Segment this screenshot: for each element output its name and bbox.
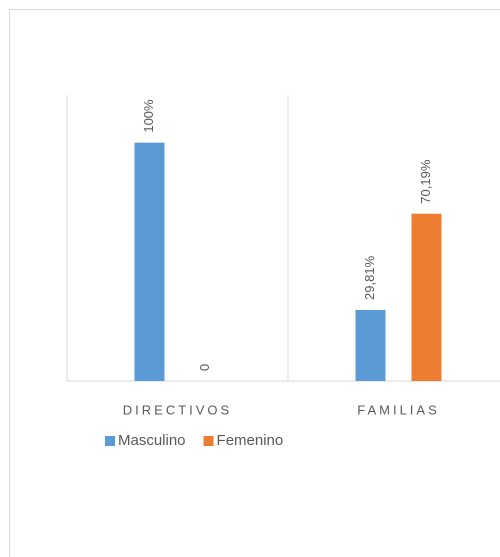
legend-swatch <box>203 436 214 446</box>
data-label: 29,81% <box>362 255 377 300</box>
x-tick-label: DIRECTIVOS <box>123 402 232 417</box>
bar <box>355 309 386 381</box>
bar <box>134 142 165 381</box>
legend-label: Femenino <box>217 432 284 449</box>
x-tick-label: FAMILIAS <box>357 402 440 417</box>
legend-swatch <box>105 436 115 446</box>
legend-label: Masculino <box>118 432 186 449</box>
data-label: 70,19% <box>418 159 433 204</box>
data-label: 100% <box>141 99 156 133</box>
bar <box>411 213 442 381</box>
data-label: 0 <box>197 364 212 371</box>
